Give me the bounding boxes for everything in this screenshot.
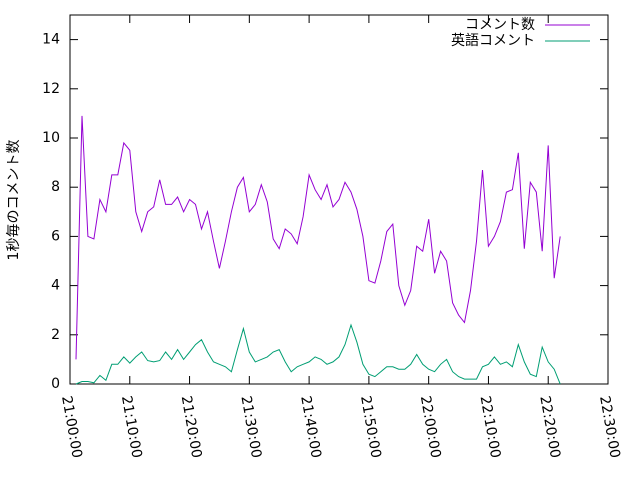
y-tick-label: 8	[51, 179, 60, 195]
series-line	[75, 115, 561, 360]
x-tick-label: 22:10:00	[477, 395, 504, 460]
series-line	[75, 323, 561, 385]
y-axis-label: 1秒毎のコメント数	[6, 140, 22, 261]
y-tick-label: 10	[42, 130, 60, 146]
x-tick-label: 22:20:00	[536, 395, 563, 460]
x-tick-label: 21:50:00	[357, 395, 384, 460]
plot-border	[69, 14, 609, 385]
x-tick-label: 22:30:00	[596, 395, 623, 460]
y-tick-label: 12	[42, 81, 60, 97]
x-tick-label: 21:30:00	[237, 395, 264, 460]
x-tick-label: 22:00:00	[417, 395, 444, 460]
y-tick-label: 14	[42, 32, 60, 48]
x-tick-label: 21:10:00	[118, 395, 145, 460]
legend-label: 英語コメント	[451, 32, 535, 49]
x-tick-label: 21:40:00	[297, 395, 324, 460]
y-tick-label: 2	[51, 327, 60, 343]
x-tick-label: 21:20:00	[178, 395, 205, 460]
y-tick-label: 0	[51, 376, 60, 392]
legend-label: コメント数	[465, 17, 535, 33]
y-tick-label: 4	[51, 278, 60, 294]
y-tick-label: 6	[51, 228, 60, 244]
x-tick-label: 21:00:00	[58, 395, 85, 460]
